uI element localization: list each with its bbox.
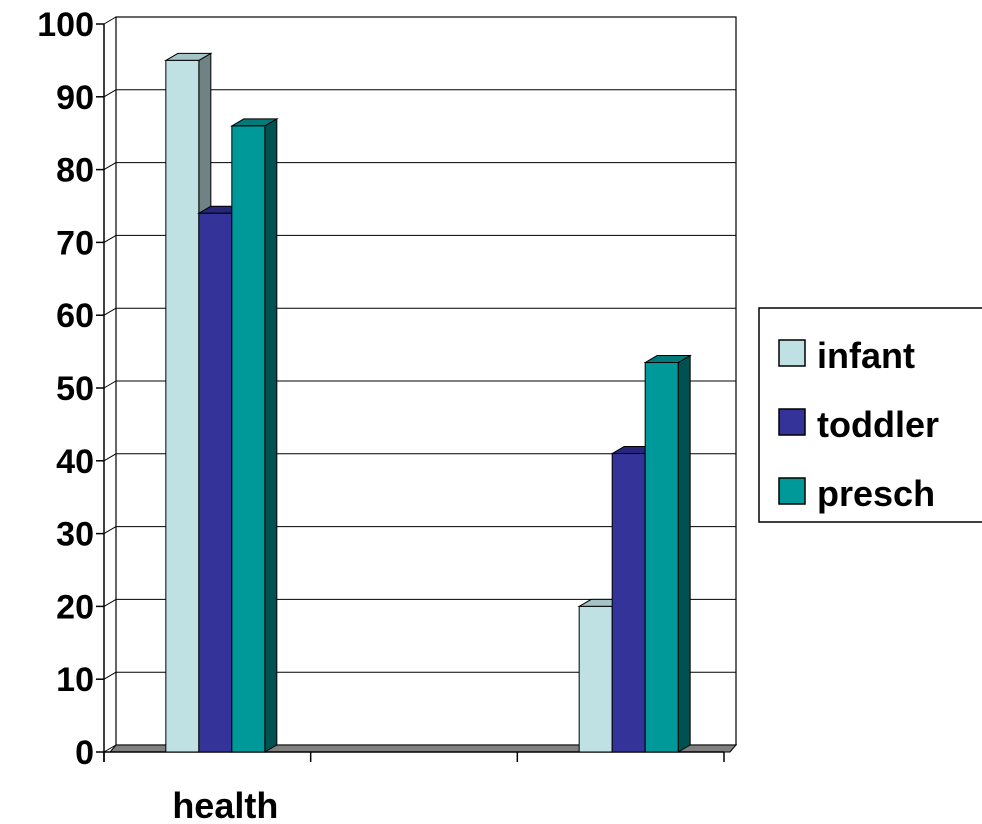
y-tick-label: 50 <box>56 370 94 408</box>
y-tick-label: 100 <box>37 6 94 44</box>
bar-front <box>644 362 679 753</box>
y-tick-label: 90 <box>56 79 94 117</box>
gridline-diagonal <box>103 380 117 389</box>
legend: infant toddler presch <box>758 307 982 523</box>
y-tick-labels: 0 10 20 30 40 50 60 70 80 90 100 <box>37 6 94 772</box>
bar-front <box>578 605 613 753</box>
y-tick-label: 0 <box>75 734 94 772</box>
bar-side <box>264 118 278 753</box>
y-tick-label: 70 <box>56 224 94 262</box>
category-label: health <box>172 785 278 824</box>
gridline-diagonal <box>103 162 117 171</box>
gridline-diagonal <box>103 671 117 680</box>
legend-item-presch: presch <box>778 473 935 514</box>
gridline-diagonal <box>103 453 117 462</box>
gridline-diagonal <box>103 89 117 98</box>
bar-front <box>231 125 266 753</box>
legend-swatch <box>778 339 806 367</box>
bar-side <box>677 354 691 753</box>
y-tick-label: 20 <box>56 588 94 626</box>
gridline-diagonal <box>103 526 117 535</box>
category-labels: health <box>172 785 278 824</box>
bar-front <box>198 212 233 753</box>
gridline-diagonal <box>103 744 117 753</box>
bar-presch <box>229 118 279 753</box>
legend-label: toddler <box>817 404 939 445</box>
legend-swatch <box>778 408 806 436</box>
y-tick-label: 10 <box>56 661 94 699</box>
legend-label: presch <box>817 473 935 514</box>
legend-item-infant: infant <box>778 335 915 376</box>
y-tick-label: 30 <box>56 516 94 554</box>
gridline-diagonal <box>103 598 117 607</box>
y-tick-label: 40 <box>56 443 94 481</box>
gridline-diagonal <box>103 16 117 25</box>
legend-item-toddler: toddler <box>778 404 939 445</box>
y-tick-label: 80 <box>56 152 94 190</box>
bar-front <box>611 453 646 753</box>
bar-front <box>165 59 200 753</box>
legend-label: infant <box>817 335 915 376</box>
gridline-diagonal <box>103 234 117 243</box>
bars <box>163 52 693 753</box>
legend-swatch <box>778 477 806 505</box>
y-tick-label: 60 <box>56 297 94 335</box>
gridline-diagonal <box>103 307 117 316</box>
bar-presch <box>643 354 693 753</box>
